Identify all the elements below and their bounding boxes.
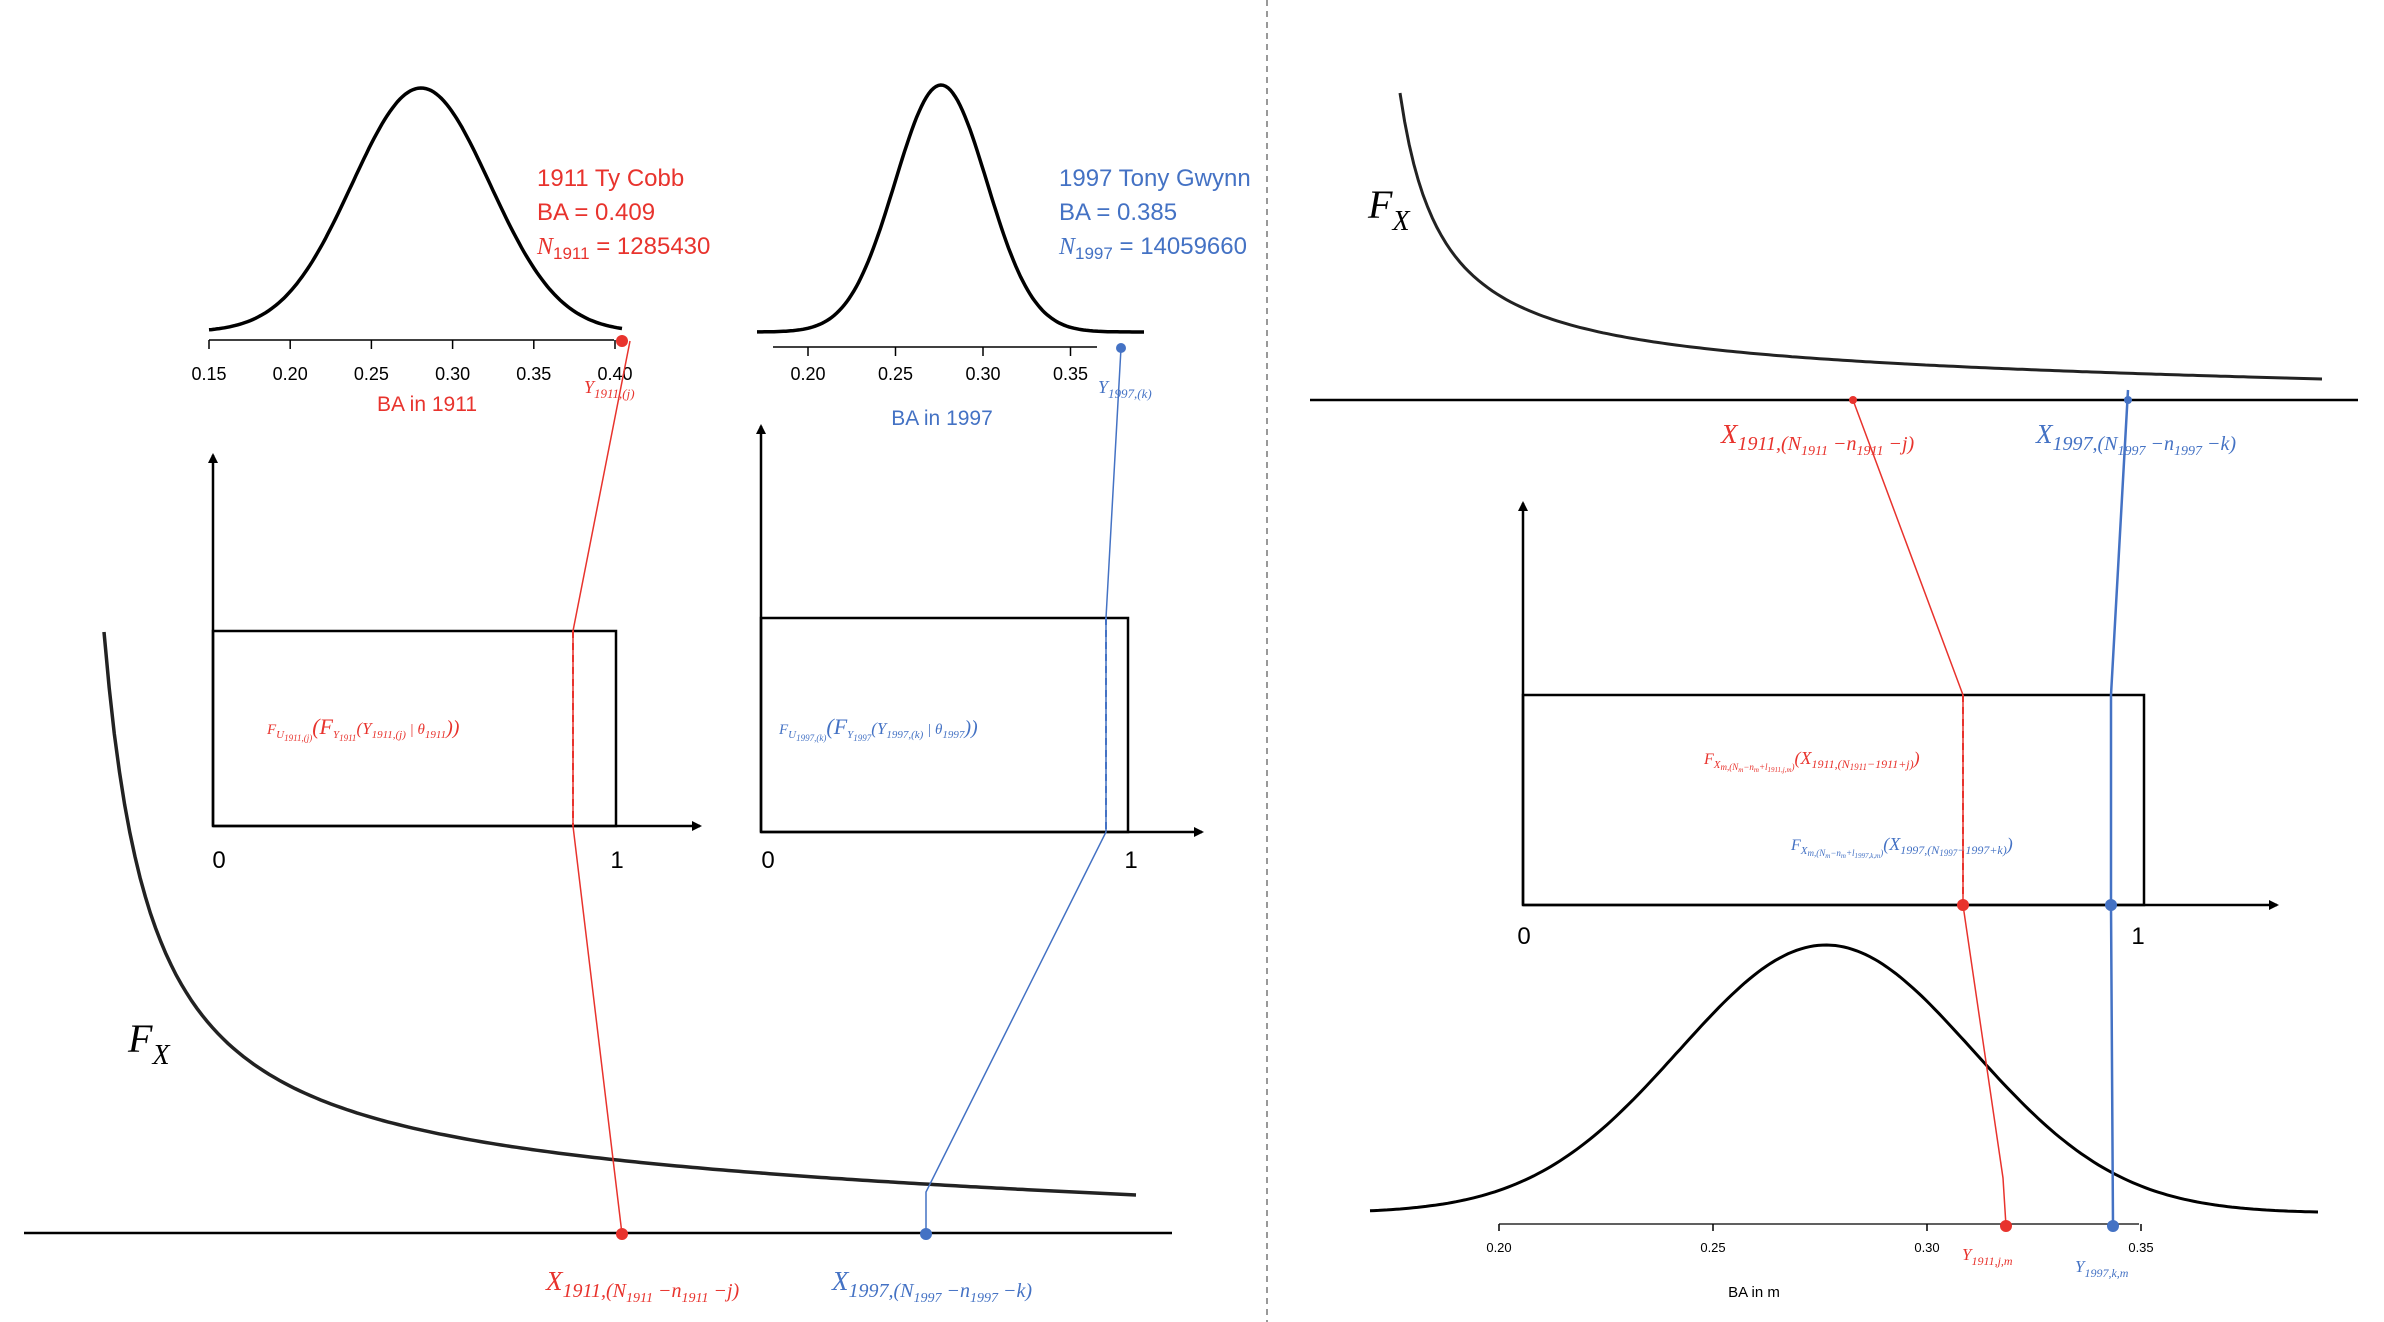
right-fx-plot: FX X1911,(N1911 −n1911 −j) X1997,(N1997 … xyxy=(1310,92,2358,459)
right-y-red-label: Y1911,j,m xyxy=(1962,1245,2013,1268)
cobb-bell-curve xyxy=(208,86,623,332)
cobb-n: N1911 = 1285430 xyxy=(536,233,710,263)
axis-tick-label: 0.20 xyxy=(273,364,308,384)
right-gwynn-connector xyxy=(2109,389,2130,1227)
axis-tick-label: 0.35 xyxy=(516,364,551,384)
left-fx-label: FX xyxy=(127,1016,170,1071)
right-axis-title: BA in m xyxy=(1728,1284,1780,1301)
right-m-distribution: 0.20 0.25 0.30 0.35 BA in m Y1911,j,m Y1997… xyxy=(1369,943,2319,1301)
cobb-box-one: 1 xyxy=(610,847,623,874)
right-box-formula-blue: FXm,(Nm−nm+l1997,k,m)(X1997,(N1997−1997+… xyxy=(1790,834,2013,860)
right-gwynn-x-label: X1997,(N1997 −n1997 −k) xyxy=(2035,419,2236,459)
cobb-box-zero: 0 xyxy=(212,847,225,874)
cobb-order-label: Y1911,(j) xyxy=(584,377,635,401)
left-gwynn-x-label: X1997,(N1997 −n1997 −k) xyxy=(831,1266,1032,1306)
gwynn-box-formula: FU1997,(k)(FY1997(Y1997,(k) | θ1997)) xyxy=(778,714,978,743)
cobb-uniform-box: 0 1 FU1911,(j)(FY1911(Y1911,(j) | θ1911)… xyxy=(208,453,702,874)
axis-tick-label: 0.20 xyxy=(1486,1240,1511,1255)
cobb-title: 1911 Ty Cobb xyxy=(537,165,684,192)
left-gwynn-connector xyxy=(925,347,1122,1234)
axis-tick-label: 0.25 xyxy=(1700,1240,1725,1255)
gwynn-ba: BA = 0.385 xyxy=(1059,199,1177,226)
gwynn-order-label: Y1997,(k) xyxy=(1098,377,1152,401)
right-box-one: 1 xyxy=(2131,923,2144,950)
right-fx-curve xyxy=(1398,92,2323,381)
gwynn-title: 1997 Tony Gwynn xyxy=(1059,165,1251,192)
left-fx-curve xyxy=(102,631,1137,1197)
left-cobb-connector xyxy=(572,340,631,1235)
right-box-rect xyxy=(1521,693,2146,907)
cobb-axis-title: BA in 1911 xyxy=(377,393,477,416)
right-box-zero: 0 xyxy=(1517,923,1530,950)
axis-tick-label: 0.40 xyxy=(597,364,632,384)
right-axis-ticks: 0.20 0.25 0.30 0.35 xyxy=(1486,1224,2154,1255)
gwynn-box-rect xyxy=(759,616,1130,834)
axis-tick-label: 0.15 xyxy=(191,364,226,384)
axis-tick-label: 0.30 xyxy=(435,364,470,384)
gwynn-n: N1997 = 14059660 xyxy=(1058,233,1247,263)
axis-tick-label: 0.30 xyxy=(965,364,1000,384)
left-cobb-x-label: X1911,(N1911 −n1911 −j) xyxy=(545,1266,740,1306)
right-cobb-connector xyxy=(1852,399,2007,1227)
axis-tick-label: 0.30 xyxy=(1914,1240,1939,1255)
cobb-axis-ticks: 0.15 0.20 0.25 0.30 0.35 0.40 xyxy=(191,340,633,384)
gwynn-box-one: 1 xyxy=(1124,847,1137,874)
cobb-order-point xyxy=(616,335,628,347)
right-cobb-x-label: X1911,(N1911 −n1911 −j) xyxy=(1720,419,1915,459)
gwynn-axis-ticks: 0.20 0.25 0.30 0.35 xyxy=(790,347,1088,384)
axis-tick-label: 0.35 xyxy=(1053,364,1088,384)
axis-tick-label: 0.25 xyxy=(354,364,389,384)
gwynn-uniform-box: 0 1 FU1997,(k)(FY1997(Y1997,(k) | θ1997)… xyxy=(756,424,1204,874)
gwynn-axis-title: BA in 1997 xyxy=(891,407,993,430)
right-box-formula-red: FXm,(Nm−nm+l1911,j,m)(X1911,(N1911−1911+… xyxy=(1703,748,1920,774)
right-y-blue-label: Y1997,k,m xyxy=(2075,1257,2129,1280)
axis-tick-label: 0.20 xyxy=(790,364,825,384)
left-fx-plot: FX X1911,(N1911 −n1911 −j) X1997,(N1997 … xyxy=(24,631,1172,1306)
cobb-ba: BA = 0.409 xyxy=(537,199,655,226)
cobb-distribution: 0.15 0.20 0.25 0.30 0.35 0.40 BA in 1911 Y191… xyxy=(191,86,710,416)
right-bell-curve xyxy=(1369,943,2319,1214)
gwynn-bell-curve xyxy=(757,83,1144,334)
right-fx-label: FX xyxy=(1367,182,1410,237)
axis-tick-label: 0.35 xyxy=(2128,1240,2153,1255)
gwynn-distribution: 0.20 0.25 0.30 0.35 BA in 1997 Y1997,(k) 19… xyxy=(757,83,1251,430)
axis-tick-label: 0.25 xyxy=(878,364,913,384)
right-uniform-box: 0 1 FXm,(Nm−nm+l1911,j,m)(X1911,(N1911−1… xyxy=(1517,501,2279,950)
cobb-box-rect xyxy=(211,629,618,828)
cobb-box-formula: FU1911,(j)(FY1911(Y1911,(j) | θ1911)) xyxy=(266,714,460,743)
gwynn-box-zero: 0 xyxy=(761,847,774,874)
